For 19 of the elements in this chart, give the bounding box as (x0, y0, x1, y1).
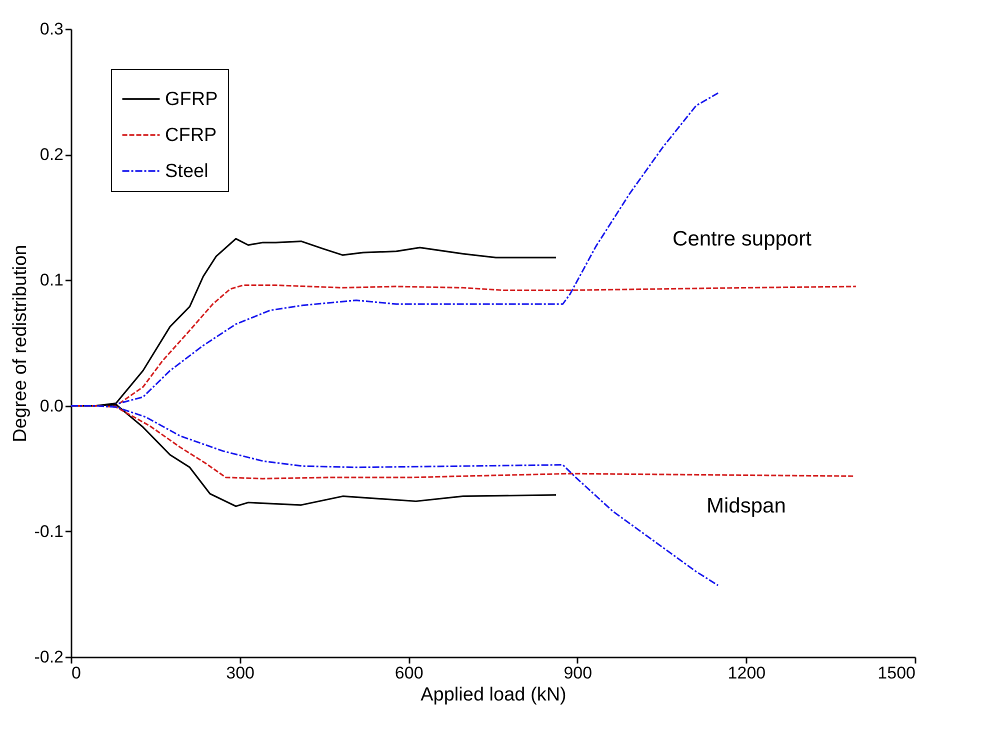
x-tick-label: 0 (72, 664, 81, 682)
x-tick-label: 1200 (728, 664, 766, 682)
y-tick-label: 0.0 (40, 396, 64, 416)
legend-label: Steel (165, 161, 208, 182)
y-tick-label: 0.1 (40, 270, 64, 290)
annotation: Midspan (706, 494, 786, 518)
x-tick-label: 600 (394, 664, 424, 682)
y-tick-label: -0.1 (34, 522, 64, 541)
x-tick-label: 300 (226, 664, 254, 682)
y-tick-label: 0.3 (40, 20, 64, 38)
x-tick-label: 1500 (878, 664, 916, 682)
y-tick-label: 0.2 (40, 145, 64, 164)
annotation: Centre support (672, 227, 812, 250)
y-tick-label: -0.2 (34, 648, 64, 666)
y-axis-title: Degree of redistribution (10, 244, 32, 442)
x-tick-label: 900 (564, 664, 592, 682)
x-axis-title: Applied load (kN) (420, 684, 566, 706)
legend-label: CFRP (165, 125, 217, 146)
legend-label: GFRP (165, 89, 218, 110)
